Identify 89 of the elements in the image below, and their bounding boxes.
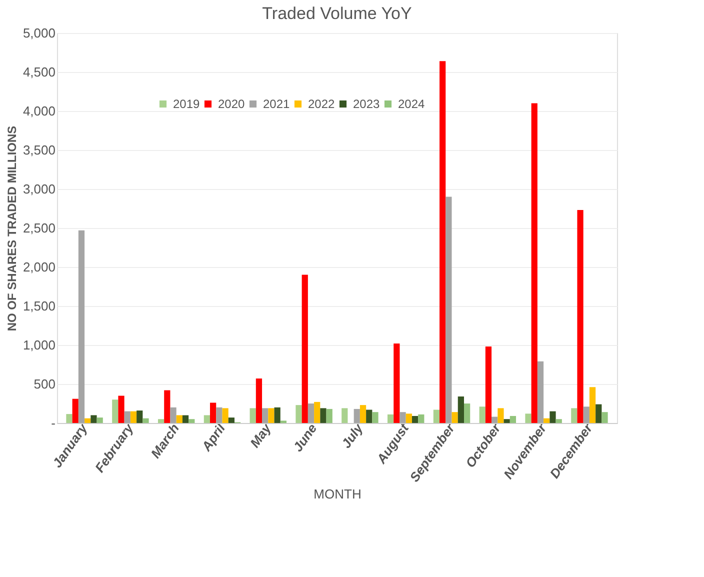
- bar: [504, 419, 510, 423]
- y-tick-label: 500: [34, 376, 56, 392]
- bar: [571, 408, 578, 423]
- bar: [170, 407, 176, 423]
- bar: [406, 414, 412, 423]
- bar: [525, 414, 532, 423]
- bar: [188, 419, 195, 423]
- bar: [136, 410, 143, 423]
- bar: [210, 402, 216, 423]
- bar: [314, 402, 320, 423]
- x-axis-title: MONTH: [314, 486, 362, 502]
- bar: [464, 404, 470, 423]
- bar: [164, 390, 170, 423]
- bar: [479, 406, 486, 423]
- bar: [228, 418, 234, 423]
- bar: [118, 396, 124, 423]
- bar: [589, 387, 596, 423]
- bar: [78, 230, 85, 423]
- bar: [176, 415, 182, 423]
- bar: [66, 414, 72, 423]
- bar: [204, 415, 210, 423]
- bar: [510, 416, 516, 423]
- legend-label: 2019: [173, 97, 200, 111]
- bar: [537, 361, 544, 423]
- legend-label: 2022: [308, 97, 336, 111]
- bar: [596, 404, 602, 423]
- bar: [544, 418, 550, 423]
- bar: [485, 346, 492, 423]
- bar: [418, 414, 424, 423]
- bar: [302, 274, 308, 423]
- y-tick-label: -: [51, 416, 56, 430]
- y-tick-label: 2,500: [22, 220, 56, 236]
- bar: [142, 418, 149, 423]
- bar: [262, 408, 268, 423]
- bar: [577, 210, 584, 423]
- bar: [400, 412, 406, 423]
- bar: [182, 415, 189, 423]
- y-tick-label: 3,500: [22, 142, 56, 158]
- bar: [320, 408, 326, 423]
- bar: [360, 405, 366, 423]
- y-tick-label: 2,000: [22, 260, 56, 274]
- bar: [556, 419, 562, 423]
- bar: [72, 398, 78, 423]
- bar: [130, 411, 137, 423]
- legend-label: 2021: [263, 97, 290, 111]
- y-tick-label: 4,500: [22, 64, 56, 80]
- bar: [531, 103, 538, 423]
- legend-label: 2024: [398, 97, 426, 111]
- bar: [452, 412, 458, 423]
- legend-label: 2020: [218, 97, 246, 111]
- bar: [372, 412, 378, 423]
- bar: [124, 411, 130, 423]
- bar: [354, 408, 360, 423]
- bar: [394, 343, 400, 423]
- bar: [256, 378, 262, 423]
- bar: [274, 407, 280, 423]
- bar: [366, 410, 372, 423]
- bar: [550, 411, 556, 423]
- y-tick-label: 1,500: [22, 298, 56, 314]
- bar: [250, 408, 256, 423]
- bar: [296, 405, 302, 423]
- y-tick-label: 3,000: [22, 182, 56, 196]
- bar: [96, 418, 103, 423]
- legend-label: 2023: [353, 97, 380, 111]
- bar: [326, 408, 332, 423]
- bar: [112, 400, 118, 423]
- bar: [498, 408, 504, 423]
- bar: [268, 408, 274, 423]
- bar: [440, 61, 446, 423]
- y-axis-title: NO OF SHARES TRADED MILLIONS: [4, 126, 19, 332]
- bar: [583, 406, 590, 423]
- bar: [342, 408, 348, 423]
- bar: [446, 196, 452, 423]
- bar: [216, 407, 222, 423]
- bar: [458, 396, 464, 423]
- bar: [387, 414, 394, 423]
- bar: [492, 416, 498, 423]
- bar: [222, 408, 228, 423]
- y-tick-label: 1,000: [22, 338, 56, 352]
- bar: [90, 415, 97, 423]
- bar: [158, 419, 164, 423]
- y-tick-label: 5,000: [22, 26, 56, 40]
- bar: [602, 412, 608, 423]
- bar: [84, 418, 91, 423]
- chart-title: Traded Volume YoY: [262, 4, 412, 23]
- bar: [308, 404, 314, 423]
- bar: [433, 410, 440, 423]
- y-tick-label: 4,000: [22, 104, 56, 118]
- bar: [412, 416, 418, 423]
